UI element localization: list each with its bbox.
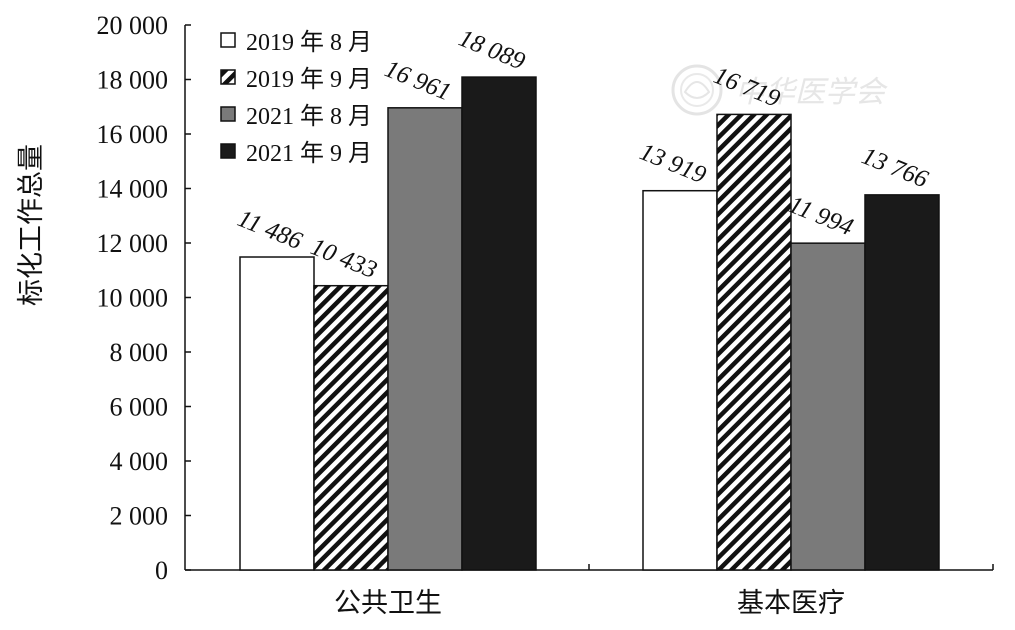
- y-tick-label: 10 000: [97, 284, 169, 313]
- y-tick-label: 8 000: [110, 338, 169, 367]
- data-label: 10 433: [307, 233, 381, 284]
- legend-swatch: [220, 143, 236, 159]
- y-tick-label: 2 000: [110, 502, 169, 531]
- bar: [387, 107, 463, 571]
- y-tick-label: 12 000: [97, 229, 169, 258]
- data-label: 18 089: [455, 25, 529, 76]
- data-label: 16 961: [381, 55, 455, 106]
- bars: [239, 76, 940, 571]
- data-label: 11 486: [234, 205, 307, 255]
- y-tick-label: 14 000: [97, 175, 169, 204]
- bar: [461, 76, 537, 571]
- seal-logo-icon: [671, 64, 723, 116]
- y-tick-label: 18 000: [97, 66, 169, 95]
- y-tick-label: 0: [155, 556, 168, 585]
- bar: [864, 194, 940, 571]
- legend-label: 2019 年 9 月: [246, 66, 372, 93]
- y-tick-label: 20 000: [97, 11, 169, 40]
- legend-swatch: [220, 106, 236, 122]
- data-label: 13 919: [636, 138, 710, 189]
- x-category-label: 公共卫生: [334, 588, 442, 619]
- legend-label: 2019 年 8 月: [246, 29, 372, 56]
- y-tick-label: 6 000: [110, 393, 169, 422]
- y-tick-label: 4 000: [110, 447, 169, 476]
- bar: [790, 242, 866, 571]
- data-label: 13 766: [858, 143, 932, 194]
- legend: 2019 年 8 月 2019 年 9 月 2021 年 8 月 2021 年 9 月: [220, 29, 372, 167]
- legend-swatch: [220, 32, 236, 48]
- bar: [716, 113, 792, 571]
- y-tick-label: 16 000: [97, 120, 169, 149]
- legend-label: 2021 年 9 月: [246, 140, 372, 167]
- y-axis-title: 标化工作总量: [16, 144, 47, 306]
- bar: [239, 256, 315, 571]
- legend-swatch: [220, 69, 236, 85]
- legend-label: 2021 年 8 月: [246, 103, 372, 130]
- x-category-label: 基本医疗: [737, 588, 845, 619]
- watermark-text: 中华医学会: [735, 75, 888, 110]
- watermark: 中华医学会: [671, 64, 888, 116]
- data-label: 11 994: [785, 191, 857, 241]
- bar: [642, 189, 718, 571]
- bar: [313, 284, 389, 571]
- axes: 0 2 000 4 000 6 000 8 000 10 000 12 000 14 000 1…: [97, 11, 994, 619]
